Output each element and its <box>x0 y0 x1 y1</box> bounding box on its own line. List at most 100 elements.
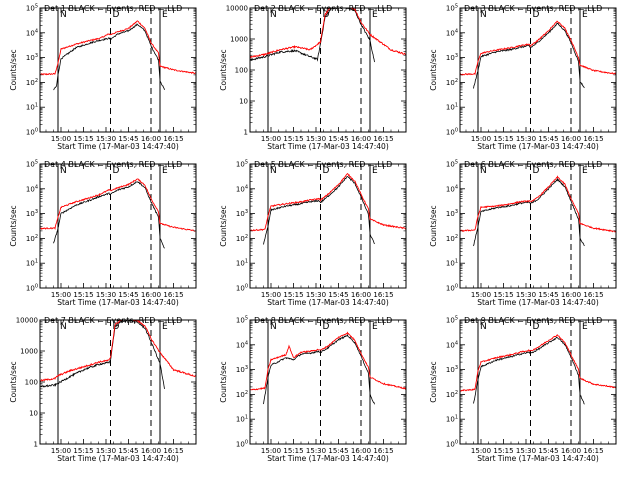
y-tick-label: 1 <box>244 129 248 137</box>
x-tick-label: 16:15 <box>373 135 393 143</box>
y-tick-label: 102 <box>26 78 38 87</box>
y-tick-label: 102 <box>26 234 38 243</box>
x-tick-label: 16:00 <box>351 291 371 299</box>
y-tick-label: 102 <box>446 234 458 243</box>
x-tick-label: 16:00 <box>351 447 371 455</box>
x-axis-label: Start Time (17-Mar-03 14:47:40) <box>57 298 179 307</box>
x-tick-label: 15:45 <box>538 447 558 455</box>
events-series-line <box>473 22 585 89</box>
x-tick-label: 16:00 <box>141 291 161 299</box>
marker-label: E <box>372 166 378 176</box>
y-axis-label: Counts/sec <box>219 49 228 90</box>
x-tick-label: 16:15 <box>583 291 603 299</box>
x-tick-label: 16:15 <box>583 447 603 455</box>
marker-label: D <box>113 166 120 176</box>
x-tick-label: 15:15 <box>493 291 513 299</box>
x-tick-label: 16:00 <box>141 447 161 455</box>
plot-frame <box>39 319 197 445</box>
x-tick-label: 16:15 <box>373 291 393 299</box>
x-tick-label: 15:00 <box>51 447 71 455</box>
x-tick-label: 15:30 <box>516 447 536 455</box>
x-tick-label: 15:45 <box>328 291 348 299</box>
marker-label: E <box>162 166 168 176</box>
x-tick-label: 15:45 <box>118 291 138 299</box>
events-series-line <box>473 177 585 247</box>
y-tick-label: 101 <box>446 103 458 112</box>
x-tick-label: 16:15 <box>163 135 183 143</box>
events-series-line <box>263 333 375 405</box>
marker-label: N <box>480 166 487 176</box>
x-tick-label: 15:45 <box>328 447 348 455</box>
x-tick-label: 15:00 <box>51 135 71 143</box>
plot-frame <box>39 7 197 133</box>
y-tick-label: 105 <box>446 316 458 325</box>
events-series-line <box>39 318 165 389</box>
y-tick-label: 100 <box>446 440 458 449</box>
lld-series-line <box>459 175 617 233</box>
marker-label: E <box>162 322 168 332</box>
y-tick-label: 101 <box>26 103 38 112</box>
y-tick-label: 102 <box>446 78 458 87</box>
marker-label: D <box>533 322 540 332</box>
x-tick-label: 16:00 <box>561 135 581 143</box>
x-tick-label: 16:00 <box>561 291 581 299</box>
lld-series-line <box>39 178 197 232</box>
x-axis-label: Start Time (17-Mar-03 14:47:40) <box>57 454 179 463</box>
x-axis-label: Start Time (17-Mar-03 14:47:40) <box>267 298 389 307</box>
y-tick-label: 100 <box>446 284 458 293</box>
events-series-line <box>263 176 375 245</box>
y-tick-label: 100 <box>26 128 38 137</box>
y-tick-label: 102 <box>446 390 458 399</box>
x-tick-label: 15:30 <box>516 291 536 299</box>
y-axis-label: Counts/sec <box>429 361 438 402</box>
marker-label: N <box>270 322 277 332</box>
x-tick-label: 15:15 <box>493 135 513 143</box>
x-tick-label: 15:45 <box>118 135 138 143</box>
plot-frame <box>459 7 617 133</box>
x-tick-label: 15:00 <box>51 291 71 299</box>
y-tick-label: 101 <box>236 415 248 424</box>
plot-frame <box>249 7 407 133</box>
y-tick-label: 105 <box>236 160 248 169</box>
y-tick-label: 101 <box>26 259 38 268</box>
y-tick-label: 102 <box>236 390 248 399</box>
y-axis-label: Counts/sec <box>9 49 18 90</box>
x-tick-label: 15:30 <box>306 447 326 455</box>
x-tick-label: 15:15 <box>283 447 303 455</box>
y-tick-label: 103 <box>236 209 248 218</box>
plot-frame <box>459 163 617 289</box>
x-tick-label: 15:15 <box>493 447 513 455</box>
y-tick-label: 104 <box>446 340 458 349</box>
y-axis-label: Counts/sec <box>429 205 438 246</box>
x-tick-label: 16:15 <box>373 447 393 455</box>
y-tick-label: 1000 <box>230 36 248 44</box>
x-tick-label: 15:15 <box>283 291 303 299</box>
x-tick-label: 15:45 <box>538 135 558 143</box>
x-axis-label: Start Time (17-Mar-03 14:47:40) <box>477 298 599 307</box>
y-tick-label: 101 <box>446 259 458 268</box>
x-tick-label: 16:00 <box>561 447 581 455</box>
lld-series-line <box>249 172 407 232</box>
y-tick-label: 103 <box>26 53 38 62</box>
marker-label: N <box>60 166 67 176</box>
lld-series-line <box>249 331 407 391</box>
plot-frame <box>39 163 197 289</box>
marker-label: E <box>372 10 378 20</box>
y-tick-label: 104 <box>446 28 458 37</box>
y-axis-label: Counts/sec <box>429 49 438 90</box>
x-tick-label: 15:00 <box>261 135 281 143</box>
marker-label: E <box>162 10 168 20</box>
marker-label: N <box>270 10 277 20</box>
x-axis-label: Start Time (17-Mar-03 14:47:40) <box>477 142 599 151</box>
y-tick-label: 103 <box>236 365 248 374</box>
x-tick-label: 16:15 <box>163 291 183 299</box>
marker-label: N <box>270 166 277 176</box>
y-tick-label: 105 <box>26 4 38 13</box>
lld-series-line <box>459 20 617 76</box>
